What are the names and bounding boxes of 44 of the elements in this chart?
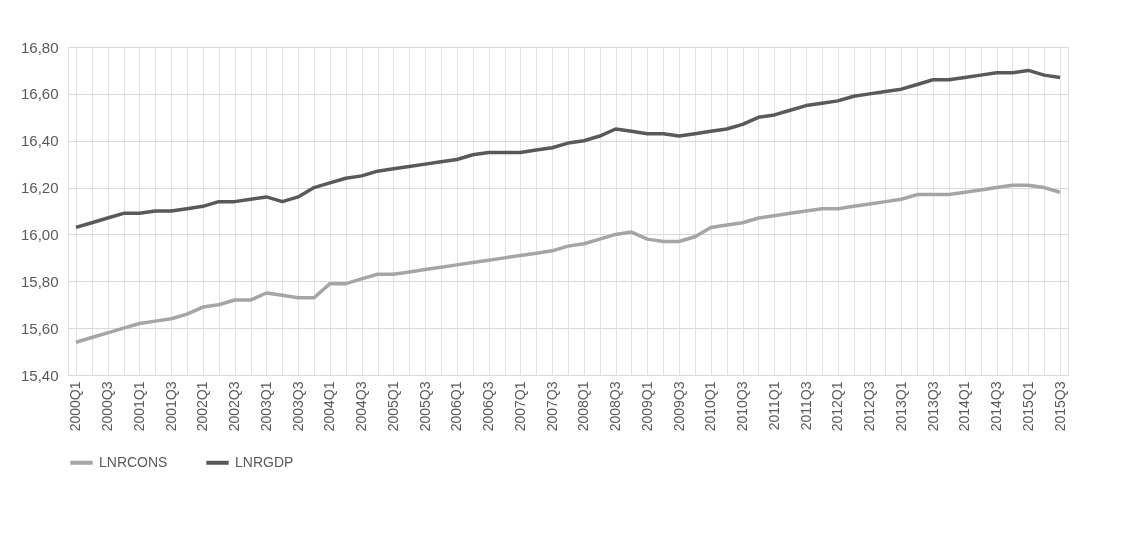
x-tick-label: 2013Q3 bbox=[924, 381, 941, 432]
x-tick-label: 2009Q3 bbox=[670, 381, 687, 432]
legend-label: LNRGDP bbox=[235, 453, 294, 470]
x-tick-label: 2008Q3 bbox=[607, 381, 624, 432]
x-tick-label: 2013Q1 bbox=[892, 381, 909, 432]
x-tick-label: 2015Q3 bbox=[1051, 381, 1068, 432]
line-series bbox=[74, 68, 1062, 230]
x-tick-label: 2010Q3 bbox=[734, 381, 751, 432]
x-tick-label: 2003Q1 bbox=[257, 381, 274, 432]
x-tick-label: 2002Q1 bbox=[194, 381, 211, 432]
x-tick-label: 2012Q3 bbox=[861, 381, 878, 432]
x-tick-label: 2012Q1 bbox=[829, 381, 846, 432]
x-tick-label: 2007Q1 bbox=[511, 381, 528, 432]
y-tick-label: 15,80 bbox=[20, 272, 59, 290]
x-tick-label: 2007Q3 bbox=[543, 381, 560, 432]
x-tick-label: 2006Q1 bbox=[448, 381, 465, 432]
x-tick-label: 2010Q1 bbox=[702, 381, 719, 432]
y-tick-label: 16,20 bbox=[20, 179, 59, 197]
x-tick-label: 2002Q3 bbox=[226, 381, 243, 432]
x-tick-label: 2009Q1 bbox=[638, 381, 655, 432]
x-tick-label: 2004Q3 bbox=[353, 381, 370, 432]
y-tick-label: 16,60 bbox=[20, 85, 59, 103]
x-tick-label: 2005Q1 bbox=[384, 381, 401, 432]
x-tick-label: 2008Q1 bbox=[575, 381, 592, 432]
x-tick-label: 2001Q1 bbox=[130, 381, 147, 432]
x-tick-label: 2011Q3 bbox=[797, 381, 814, 431]
y-tick-label: 15,60 bbox=[20, 319, 59, 337]
x-tick-label: 2014Q1 bbox=[956, 381, 973, 432]
line-series bbox=[74, 183, 1062, 344]
y-tick-label: 16,40 bbox=[20, 132, 59, 150]
x-tick-label: 2006Q3 bbox=[480, 381, 497, 432]
x-tick-label: 2005Q3 bbox=[416, 381, 433, 432]
x-tick-label: 2000Q1 bbox=[67, 381, 84, 432]
y-tick-label: 16,80 bbox=[20, 38, 59, 56]
x-tick-label: 2011Q1 bbox=[765, 381, 782, 431]
x-tick-label: 2014Q3 bbox=[988, 381, 1005, 432]
x-tick-label: 2003Q3 bbox=[289, 381, 306, 432]
y-tick-label: 15,40 bbox=[20, 366, 59, 384]
x-tick-label: 2000Q3 bbox=[99, 381, 116, 432]
x-tick-label: 2004Q1 bbox=[321, 381, 338, 432]
y-tick-label: 16,00 bbox=[20, 225, 59, 243]
legend-label: LNRCONS bbox=[99, 453, 168, 470]
x-tick-label: 2015Q1 bbox=[1019, 381, 1036, 432]
x-tick-label: 2001Q3 bbox=[162, 381, 179, 432]
